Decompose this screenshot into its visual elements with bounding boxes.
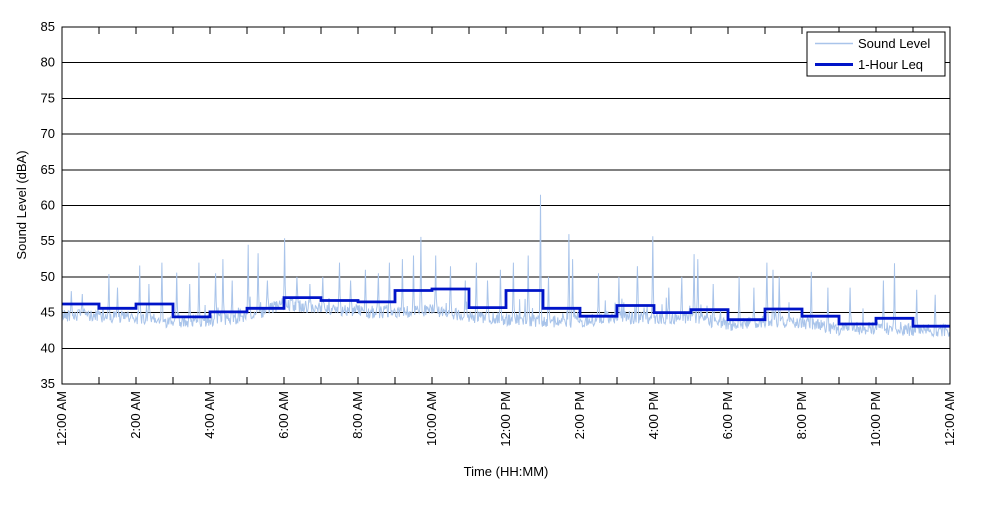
y-axis-label: Sound Level (dBA) — [14, 150, 29, 259]
legend-box — [806, 31, 946, 77]
axis-ticks: 35 40 45 50 55 60 65 70 75 80 85 12:00 AM 2:00 AM 4:0… — [41, 19, 957, 447]
y-tick-label: 65 — [41, 162, 55, 177]
x-tick-label: 12:00 AM — [54, 391, 69, 446]
x-tick-label: 2:00 AM — [128, 391, 143, 439]
leq-step-line — [62, 287, 950, 328]
series-lines — [61, 194, 950, 338]
y-tick-label: 70 — [41, 126, 55, 141]
y-tick-label: 60 — [41, 198, 55, 213]
x-tick-label: 10:00 AM — [424, 391, 439, 446]
x-tick-label: 6:00 PM — [720, 391, 735, 439]
y-tick-label: 75 — [41, 90, 55, 105]
y-tick-label: 45 — [41, 305, 55, 320]
x-tick-label: 4:00 AM — [202, 391, 217, 439]
legend: Sound Level 1-Hour Leq — [806, 31, 946, 77]
sound-level-line — [61, 194, 950, 338]
x-tick-label: 2:00 PM — [572, 391, 587, 439]
legend-label-leq: 1-Hour Leq — [858, 57, 923, 72]
y-tick-label: 40 — [41, 340, 55, 355]
x-tick-label: 8:00 PM — [794, 391, 809, 439]
x-tick-label: 6:00 AM — [276, 391, 291, 439]
x-axis-label: Time (HH:MM) — [464, 464, 549, 479]
x-tick-label: 10:00 PM — [868, 391, 883, 447]
x-tick-label: 8:00 AM — [350, 391, 365, 439]
y-tick-label: 50 — [41, 269, 55, 284]
x-tick-label: 12:00 PM — [498, 391, 513, 447]
y-tick-label: 35 — [41, 376, 55, 391]
x-tick-label: 4:00 PM — [646, 391, 661, 439]
x-tick-label: 12:00 AM — [942, 391, 957, 446]
y-tick-label: 80 — [41, 55, 55, 70]
y-tick-label: 55 — [41, 233, 55, 248]
legend-label-sound-level: Sound Level — [858, 36, 930, 51]
y-tick-label: 85 — [41, 19, 55, 34]
